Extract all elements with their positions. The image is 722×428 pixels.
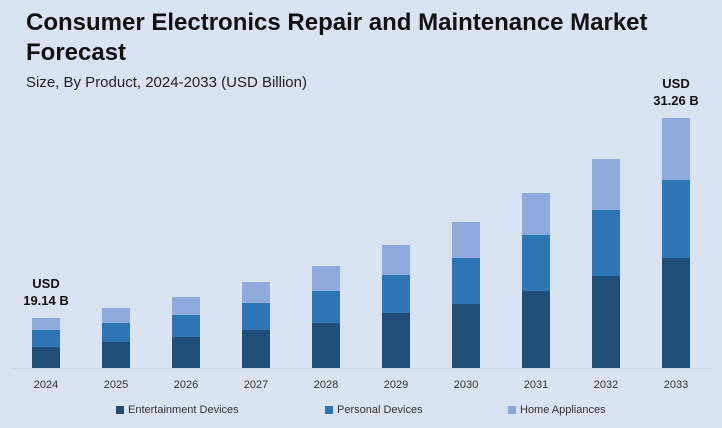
x-tick-label: 2030 bbox=[454, 379, 478, 391]
legend-label-personal: Personal Devices bbox=[337, 404, 423, 416]
total-annotation-2024: USD bbox=[32, 276, 59, 291]
bar-2028-entertainment-devices bbox=[312, 323, 340, 368]
chart-subtitle: Size, By Product, 2024-2033 (USD Billion… bbox=[26, 74, 307, 91]
bar-2033-entertainment-devices bbox=[662, 258, 690, 368]
bar-2033-personal-devices bbox=[662, 180, 690, 258]
x-tick-label: 2029 bbox=[384, 379, 408, 391]
legend-swatch-home bbox=[508, 406, 516, 414]
legend-item-home: Home Appliances bbox=[508, 404, 606, 416]
bar-2026-entertainment-devices bbox=[172, 337, 200, 368]
bar-2032-personal-devices bbox=[592, 210, 620, 276]
bar-2032-home-appliances bbox=[592, 159, 620, 210]
bar-2025-entertainment-devices bbox=[102, 342, 130, 368]
bar-2031-entertainment-devices bbox=[522, 291, 550, 368]
legend-item-personal: Personal Devices bbox=[325, 404, 423, 416]
bar-2032-entertainment-devices bbox=[592, 276, 620, 368]
x-tick-label: 2024 bbox=[34, 379, 58, 391]
bar-2026-personal-devices bbox=[172, 315, 200, 337]
total-annotation-2033: USD bbox=[662, 76, 689, 91]
x-tick-label: 2032 bbox=[594, 379, 618, 391]
bar-2026-home-appliances bbox=[172, 297, 200, 315]
bar-2031-personal-devices bbox=[522, 235, 550, 291]
bar-2030-personal-devices bbox=[452, 258, 480, 304]
bar-2029-home-appliances bbox=[382, 245, 410, 275]
total-annotation-2024: 19.14 B bbox=[23, 293, 69, 308]
legend: Entertainment Devices Personal Devices H… bbox=[0, 404, 722, 420]
legend-label-entertainment: Entertainment Devices bbox=[128, 404, 239, 416]
bar-2030-home-appliances bbox=[452, 222, 480, 258]
x-tick-label: 2031 bbox=[524, 379, 548, 391]
x-tick-label: 2028 bbox=[314, 379, 338, 391]
legend-swatch-entertainment bbox=[116, 406, 124, 414]
bar-2030-entertainment-devices bbox=[452, 304, 480, 368]
x-tick-label: 2033 bbox=[664, 379, 688, 391]
bar-2025-personal-devices bbox=[102, 323, 130, 342]
x-tick-label: 2025 bbox=[104, 379, 128, 391]
legend-item-entertainment: Entertainment Devices bbox=[116, 404, 239, 416]
bar-2029-personal-devices bbox=[382, 275, 410, 313]
bar-2029-entertainment-devices bbox=[382, 313, 410, 368]
bar-2031-home-appliances bbox=[522, 193, 550, 235]
bar-2024-personal-devices bbox=[32, 330, 60, 347]
legend-swatch-personal bbox=[325, 406, 333, 414]
chart-title: Consumer Electronics Repair and Maintena… bbox=[26, 9, 648, 66]
bar-2028-home-appliances bbox=[312, 266, 340, 291]
bar-2028-personal-devices bbox=[312, 291, 340, 323]
x-tick-label: 2026 bbox=[174, 379, 198, 391]
bar-2025-home-appliances bbox=[102, 308, 130, 323]
bar-2027-personal-devices bbox=[242, 303, 270, 330]
legend-label-home: Home Appliances bbox=[520, 404, 606, 416]
total-annotation-2033: 31.26 B bbox=[653, 93, 699, 108]
bar-2027-entertainment-devices bbox=[242, 330, 270, 368]
bar-2024-entertainment-devices bbox=[32, 347, 60, 368]
bar-2027-home-appliances bbox=[242, 282, 270, 303]
x-tick-label: 2027 bbox=[244, 379, 268, 391]
bar-2033-home-appliances bbox=[662, 118, 690, 180]
bar-2024-home-appliances bbox=[32, 318, 60, 330]
